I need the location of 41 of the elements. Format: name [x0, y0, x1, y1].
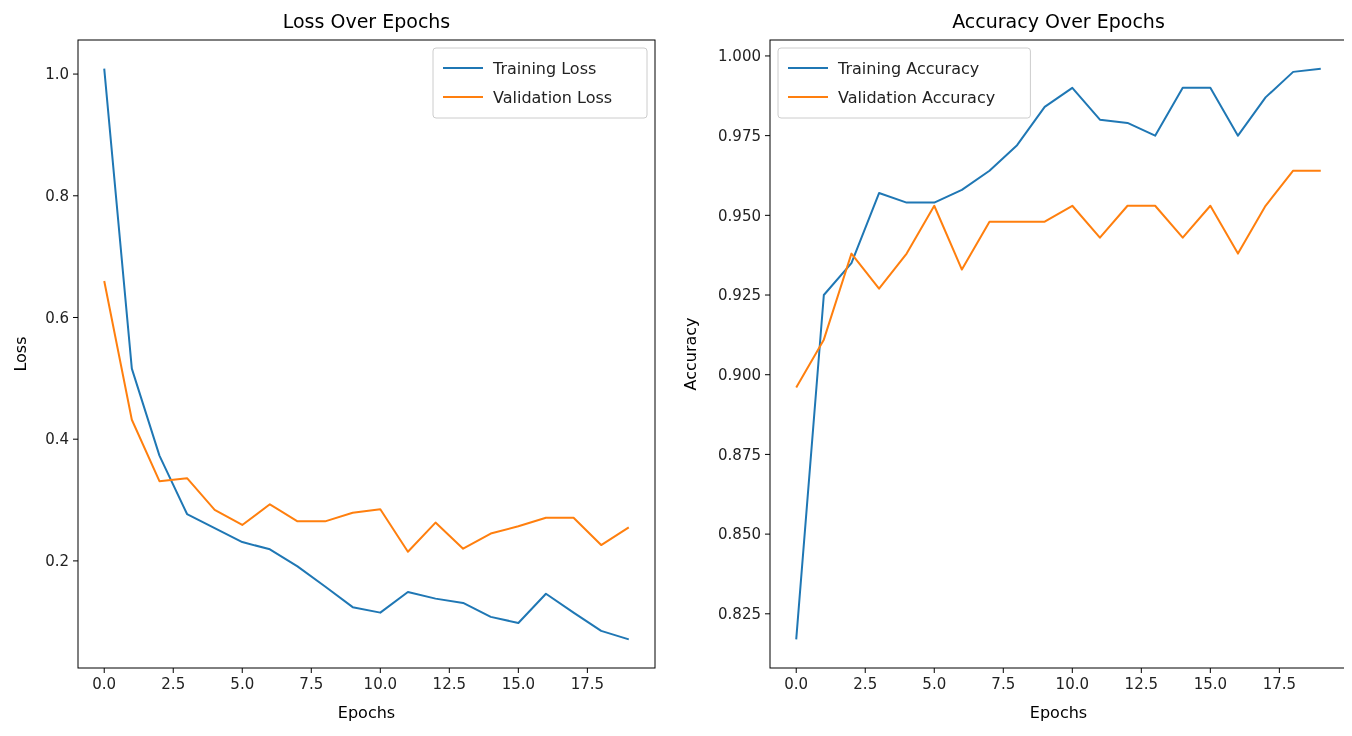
chart-title: Loss Over Epochs: [282, 10, 451, 32]
x-tick-label: 15.0: [501, 675, 536, 693]
x-tick-label: 7.5: [299, 675, 324, 693]
y-tick-label: 0.950: [718, 206, 761, 225]
y-axis-title: Loss: [11, 336, 30, 372]
x-tick-label: 2.5: [853, 675, 878, 693]
y-tick-label: 0.975: [718, 126, 761, 145]
x-tick-label: 5.0: [922, 675, 947, 693]
y-tick-label: 0.875: [718, 445, 761, 464]
y-tick-label: 1.000: [718, 47, 761, 66]
x-tick-label: 10.0: [1055, 675, 1090, 693]
x-tick-label: 2.5: [161, 675, 186, 693]
x-tick-label: 12.5: [1124, 675, 1159, 693]
x-tick-label: 17.5: [570, 675, 605, 693]
x-tick-label: 12.5: [432, 675, 467, 693]
chart-title: Accuracy Over Epochs: [952, 10, 1165, 32]
x-tick-label: 7.5: [991, 675, 1016, 693]
y-tick-label: 0.4: [45, 430, 69, 449]
legend-label: Training Loss: [492, 58, 597, 78]
line-series: [103, 279, 630, 553]
legend-label: Validation Loss: [493, 87, 613, 107]
y-tick-label: 0.825: [718, 605, 761, 624]
x-tick-label: 0.0: [92, 675, 117, 693]
legend-label: Validation Accuracy: [838, 87, 996, 107]
y-tick-label: 0.900: [718, 365, 761, 384]
y-tick-label: 0.925: [718, 286, 761, 305]
y-axis-title: Accuracy: [681, 317, 700, 391]
x-axis-title: Epochs: [1029, 703, 1088, 722]
x-tick-label: 10.0: [363, 675, 398, 693]
y-tick-label: 1.0: [45, 65, 69, 84]
x-tick-label: 5.0: [230, 675, 255, 693]
x-tick-label: 17.5: [1262, 675, 1297, 693]
y-tick-label: 0.8: [45, 187, 69, 206]
x-tick-label: 15.0: [1193, 675, 1228, 693]
x-tick-label: 0.0: [784, 675, 809, 693]
line-series: [795, 169, 1322, 389]
x-axis-title: Epochs: [337, 703, 396, 722]
y-tick-label: 0.6: [45, 308, 69, 327]
legend-label: Training Accuracy: [837, 58, 980, 78]
y-tick-label: 0.850: [718, 525, 761, 544]
y-tick-label: 0.2: [45, 552, 69, 571]
